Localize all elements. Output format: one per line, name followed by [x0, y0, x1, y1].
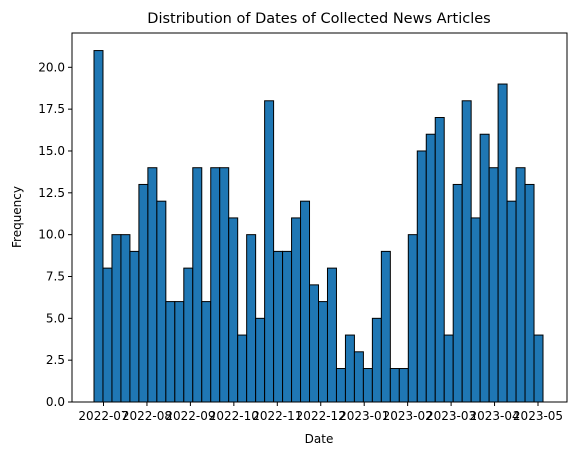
histogram-bar — [344, 334, 355, 403]
histogram-bar — [389, 368, 400, 403]
histogram-bar — [380, 250, 391, 403]
histogram-bar — [533, 334, 544, 403]
histogram-bar — [398, 368, 409, 403]
y-tick-label: 12.5 — [38, 186, 65, 200]
y-tick-label: 7.5 — [46, 269, 65, 283]
histogram-bar — [425, 133, 436, 403]
histogram-bar — [129, 250, 140, 403]
y-tick-label: 0.0 — [46, 395, 65, 409]
histogram-bar — [515, 167, 526, 403]
histogram-bar — [237, 334, 248, 403]
histogram-bar — [282, 250, 293, 403]
histogram-bar — [326, 267, 337, 403]
histogram-bar — [147, 167, 158, 403]
x-axis: 2022-072022-082022-092022-102022-112022-… — [78, 402, 563, 423]
histogram-bar — [335, 368, 346, 403]
y-tick-label: 10.0 — [38, 228, 65, 242]
histogram-bar — [210, 167, 221, 403]
histogram-bar — [192, 167, 203, 403]
x-tick-label: 2022-11 — [252, 409, 302, 423]
histogram-bar — [479, 133, 490, 403]
histogram-bar — [102, 267, 113, 403]
histogram-bar — [111, 234, 122, 403]
histogram-bar — [506, 200, 517, 403]
histogram-bar — [362, 368, 373, 403]
y-tick-label: 5.0 — [46, 311, 65, 325]
histogram-bar — [201, 301, 212, 403]
x-tick-label: 2023-04 — [469, 409, 519, 423]
y-axis-label: Frequency — [10, 186, 24, 248]
plot-frame — [71, 32, 568, 403]
histogram-bar — [407, 234, 418, 403]
histogram-bar — [524, 183, 535, 403]
histogram-bar — [497, 83, 508, 403]
histogram-bar — [156, 200, 167, 403]
histogram-bar — [219, 167, 230, 403]
y-tick-label: 15.0 — [38, 144, 65, 158]
x-axis-label: Date — [305, 432, 334, 446]
histogram-bar — [318, 301, 328, 403]
histogram-bar — [309, 284, 319, 403]
x-tick-label: 2022-08 — [122, 409, 172, 423]
bars-group — [93, 50, 544, 403]
histogram-bar — [488, 167, 499, 403]
histogram-bar — [165, 301, 176, 403]
x-tick-label: 2022-10 — [209, 409, 259, 423]
histogram-bar — [300, 200, 311, 403]
histogram-bar — [255, 317, 266, 403]
histogram-bar — [416, 150, 427, 403]
histogram-bar — [246, 234, 257, 403]
histogram-bar — [273, 250, 284, 403]
x-tick-label: 2022-07 — [78, 409, 128, 423]
histogram-bar — [371, 317, 382, 403]
y-tick-label: 20.0 — [38, 60, 65, 74]
histogram-bar — [452, 183, 463, 403]
x-tick-label: 2023-03 — [426, 409, 476, 423]
y-axis: 0.0 2.5 5.0 7.5 10.0 12.5 15.0 17.5 20.0 — [38, 60, 72, 409]
histogram-bar — [174, 301, 185, 403]
x-tick-label: 2022-12 — [296, 409, 346, 423]
histogram-bar — [120, 234, 131, 403]
histogram-bar — [228, 217, 239, 403]
x-tick-label: 2023-02 — [383, 409, 433, 423]
histogram-bar — [93, 50, 104, 403]
chart-title: Distribution of Dates of Collected News … — [147, 11, 490, 27]
histogram-bar — [470, 217, 481, 403]
histogram-bar — [461, 100, 472, 403]
histogram-bar — [434, 117, 445, 403]
x-tick-label: 2023-05 — [513, 409, 563, 423]
histogram-bar — [264, 100, 275, 403]
histogram-bar — [443, 334, 454, 403]
histogram-bar — [138, 183, 149, 403]
x-tick-label: 2022-09 — [165, 409, 215, 423]
histogram-bar — [353, 351, 364, 403]
y-tick-label: 17.5 — [38, 102, 65, 116]
x-tick-label: 2023-01 — [339, 409, 389, 423]
y-tick-label: 2.5 — [46, 353, 65, 367]
histogram-bar — [291, 217, 302, 403]
histogram-bar — [183, 267, 194, 403]
